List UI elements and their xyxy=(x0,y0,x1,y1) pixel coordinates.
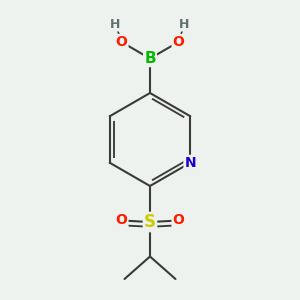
Text: N: N xyxy=(184,156,196,170)
Text: O: O xyxy=(172,214,184,227)
Text: O: O xyxy=(172,35,184,49)
Text: B: B xyxy=(144,51,156,66)
Text: H: H xyxy=(179,17,190,31)
Text: O: O xyxy=(116,214,128,227)
Text: O: O xyxy=(116,35,128,49)
Text: H: H xyxy=(110,17,121,31)
Text: S: S xyxy=(144,213,156,231)
